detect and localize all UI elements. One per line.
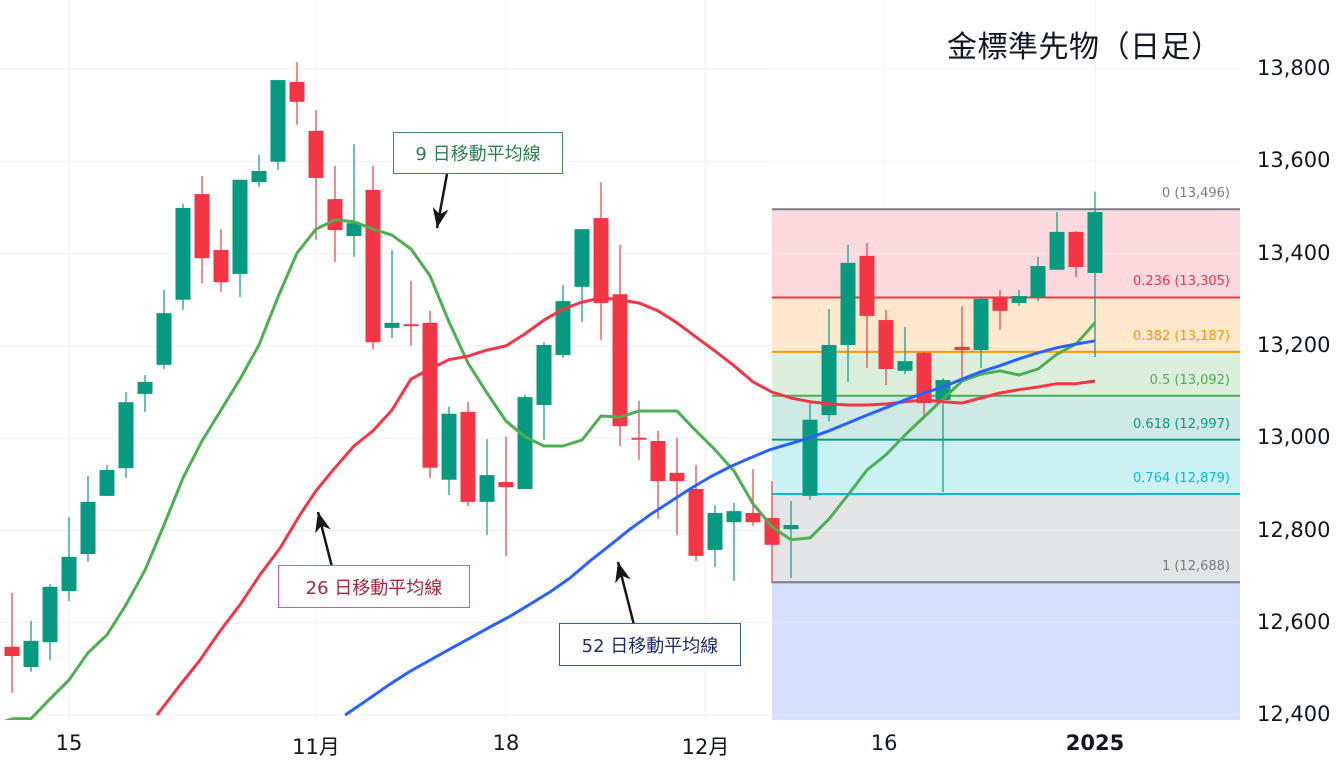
candle <box>878 309 894 386</box>
candle <box>4 592 20 693</box>
candle <box>289 62 305 125</box>
candle <box>213 229 229 292</box>
annotation-arrows <box>315 173 636 626</box>
fib-zone <box>772 439 1240 495</box>
y-tick-label: 12,400 <box>1257 702 1331 727</box>
candle <box>137 374 153 412</box>
x-tick-label: 16 <box>870 731 898 755</box>
fib-level-label: 0.236 (13,305) <box>1133 274 1230 290</box>
fib-zone <box>772 351 1240 396</box>
fib-level-label: 0.382 (13,187) <box>1133 328 1230 344</box>
candle <box>859 242 875 369</box>
candle <box>1087 191 1103 357</box>
candle <box>403 280 419 346</box>
x-tick-label: 11月 <box>292 735 340 759</box>
candle <box>42 584 58 661</box>
y-tick-label: 13,800 <box>1257 56 1331 80</box>
candle <box>460 401 476 507</box>
ma26-line <box>155 296 1096 717</box>
candle <box>726 502 742 581</box>
arrowhead-icon <box>432 206 449 228</box>
candle <box>80 476 96 562</box>
ma9-line <box>0 218 1097 725</box>
candle <box>118 392 134 478</box>
fibonacci-retracement[interactable] <box>772 68 1240 720</box>
fib-level-label: 1 (12,688) <box>1161 559 1230 575</box>
candle <box>954 306 970 379</box>
y-tick-label: 13,600 <box>1257 148 1331 173</box>
x-tick-label: 12月 <box>681 735 730 759</box>
fib-level-label: 0.618 (12,997) <box>1133 416 1230 432</box>
candle <box>688 464 704 561</box>
candle <box>612 244 628 447</box>
candle <box>23 620 39 672</box>
candle <box>175 203 191 310</box>
candle <box>574 229 590 322</box>
ma26-annotation-box: 26 日移動平均線 <box>278 565 470 608</box>
candle <box>384 249 400 339</box>
candle <box>61 517 77 602</box>
candle <box>498 436 514 556</box>
candle <box>194 176 210 284</box>
candle <box>669 437 685 536</box>
fib-zone <box>772 494 1240 583</box>
arrowhead-icon <box>615 562 631 584</box>
candles <box>4 62 1103 693</box>
arrowhead-icon <box>315 512 331 534</box>
candle <box>156 290 172 369</box>
chart-title: 金標準先物（日足） <box>947 30 1222 65</box>
x-tick-label: 15 <box>55 731 83 755</box>
fib-zone-below <box>772 582 1240 720</box>
candle <box>593 182 609 340</box>
candle <box>707 505 723 567</box>
moving-averages <box>0 218 1097 725</box>
candle <box>327 165 343 262</box>
candle <box>992 290 1008 330</box>
candle <box>270 80 286 171</box>
fib-zone <box>772 395 1240 440</box>
y-tick-label: 13,400 <box>1257 240 1331 265</box>
y-tick-label: 12,800 <box>1257 517 1331 542</box>
candle <box>441 406 457 495</box>
candle <box>99 464 115 496</box>
ma52-line <box>344 339 1096 717</box>
candle <box>555 284 571 358</box>
candle <box>745 469 761 526</box>
fib-level-label: 0.764 (12,879) <box>1133 471 1230 487</box>
fib-level-label: 0 (13,496) <box>1161 186 1230 202</box>
candle <box>308 110 324 240</box>
y-tick-label: 12,600 <box>1257 609 1331 634</box>
x-tick-label-year: 2025 <box>1065 731 1125 755</box>
candle <box>1030 256 1046 302</box>
candle <box>422 310 438 478</box>
candle <box>365 165 381 350</box>
x-tick-label: 18 <box>492 731 520 755</box>
y-axis-background <box>1240 0 1336 767</box>
candle <box>1068 230 1084 278</box>
fib-level-label: 0.5 (13,092) <box>1149 372 1230 388</box>
ma9-annotation-box: 9 日移動平均線 <box>393 132 563 174</box>
y-tick-label: 13,000 <box>1257 425 1331 450</box>
candle <box>897 326 913 375</box>
candle <box>764 481 780 584</box>
candle <box>650 430 666 519</box>
candle <box>1049 212 1065 270</box>
candle <box>536 342 552 441</box>
candle <box>232 179 248 297</box>
candle <box>517 394 533 489</box>
candle <box>821 308 837 422</box>
candle <box>479 439 495 536</box>
y-tick-label: 13,200 <box>1257 332 1331 357</box>
candle <box>973 297 989 369</box>
x-axis-background <box>0 720 1336 767</box>
candle <box>840 244 856 382</box>
ma52-annotation-box: 52 日移動平均線 <box>559 623 741 666</box>
candle <box>346 144 362 257</box>
candle <box>1011 290 1027 306</box>
candle <box>251 154 267 188</box>
